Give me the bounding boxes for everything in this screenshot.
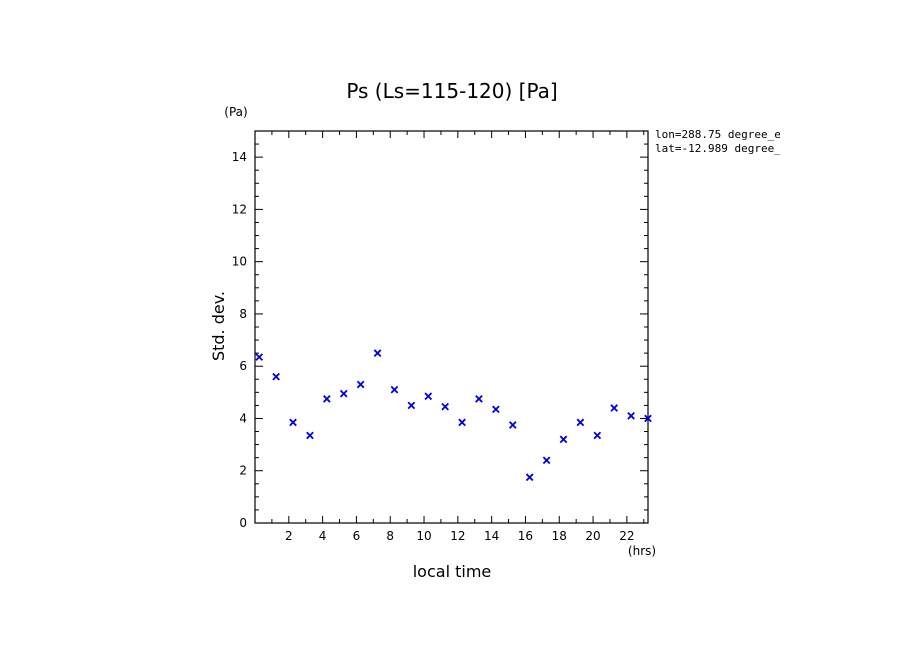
data-point-stroke	[492, 405, 500, 414]
y-axis-label: Std. dev.	[209, 291, 228, 361]
data-point	[593, 431, 602, 440]
data-point	[424, 392, 433, 401]
data-point	[407, 401, 416, 410]
data-point-stroke	[373, 349, 382, 357]
annotation-lat: lat=-12.989 degree_	[655, 142, 781, 155]
x-unit-label: (hrs)	[628, 544, 656, 558]
data-points	[255, 349, 652, 482]
x-tick-label: 10	[416, 529, 431, 543]
data-point	[255, 353, 264, 361]
y-tick-label: 12	[232, 202, 247, 216]
chart-title: Ps (Ls=115-120) [Pa]	[346, 79, 557, 103]
x-tick-label: 12	[450, 529, 465, 543]
data-point-stroke	[525, 473, 534, 482]
y-tick-label: 8	[239, 307, 247, 321]
x-axis-label: local time	[413, 562, 492, 581]
y-tick-label: 4	[239, 411, 247, 425]
data-point	[390, 385, 399, 394]
x-tick-label: 22	[619, 529, 634, 543]
data-point	[576, 418, 585, 427]
data-point-stroke	[441, 402, 449, 411]
data-point-stroke	[306, 431, 314, 440]
data-point-stroke	[407, 401, 416, 410]
data-point	[272, 372, 280, 381]
x-tick-label: 16	[518, 529, 533, 543]
y-tick-label: 6	[239, 359, 247, 373]
data-point-stroke	[424, 392, 433, 401]
data-point	[542, 456, 551, 465]
data-point-stroke	[644, 414, 652, 423]
x-tick-label: 14	[484, 529, 499, 543]
data-point-stroke	[576, 418, 585, 427]
data-point	[441, 402, 449, 411]
y-unit-label: (Pa)	[224, 105, 247, 119]
data-point-stroke	[289, 418, 297, 427]
data-point	[559, 435, 568, 444]
data-point-stroke	[610, 404, 619, 412]
x-tick-label: 4	[319, 529, 327, 543]
data-point-stroke	[542, 456, 551, 465]
axis-ticks	[255, 131, 648, 523]
data-point-stroke	[339, 389, 348, 398]
data-point	[475, 395, 483, 403]
data-point-stroke	[627, 412, 635, 420]
data-point-stroke	[458, 418, 466, 427]
data-point-stroke	[508, 421, 517, 429]
data-point-stroke	[356, 380, 365, 389]
y-tick-label: 14	[232, 150, 247, 164]
data-point-stroke	[475, 395, 483, 403]
x-tick-label: 8	[386, 529, 394, 543]
y-tick-label: 0	[239, 516, 247, 530]
data-point	[644, 414, 652, 423]
data-point	[458, 418, 466, 427]
data-point	[323, 395, 331, 403]
data-point-stroke	[390, 385, 399, 394]
data-point-stroke	[255, 353, 264, 361]
data-point-stroke	[323, 395, 331, 403]
annotation-lon: lon=288.75 degree_e	[655, 128, 781, 141]
data-point	[356, 380, 365, 389]
data-point-stroke	[272, 372, 280, 381]
x-tick-label: 6	[353, 529, 361, 543]
data-point-stroke	[593, 431, 602, 440]
x-tick-label: 20	[585, 529, 600, 543]
x-tick-label: 2	[285, 529, 293, 543]
data-point	[373, 349, 382, 357]
data-point	[339, 389, 348, 398]
y-tick-label: 2	[239, 464, 247, 478]
data-point	[610, 404, 619, 412]
tick-labels: 2 4 6 8 10 12 14 16 18 20 22 0 2 4 6 8 10 12 14	[232, 150, 635, 543]
x-tick-label: 18	[552, 529, 567, 543]
data-point	[508, 421, 517, 429]
data-point	[627, 412, 635, 420]
data-point	[492, 405, 500, 414]
data-point	[289, 418, 297, 427]
plot-frame	[254, 130, 649, 524]
y-tick-label: 10	[232, 255, 247, 269]
data-point	[306, 431, 314, 440]
data-point	[525, 473, 534, 482]
data-point-stroke	[559, 435, 568, 444]
